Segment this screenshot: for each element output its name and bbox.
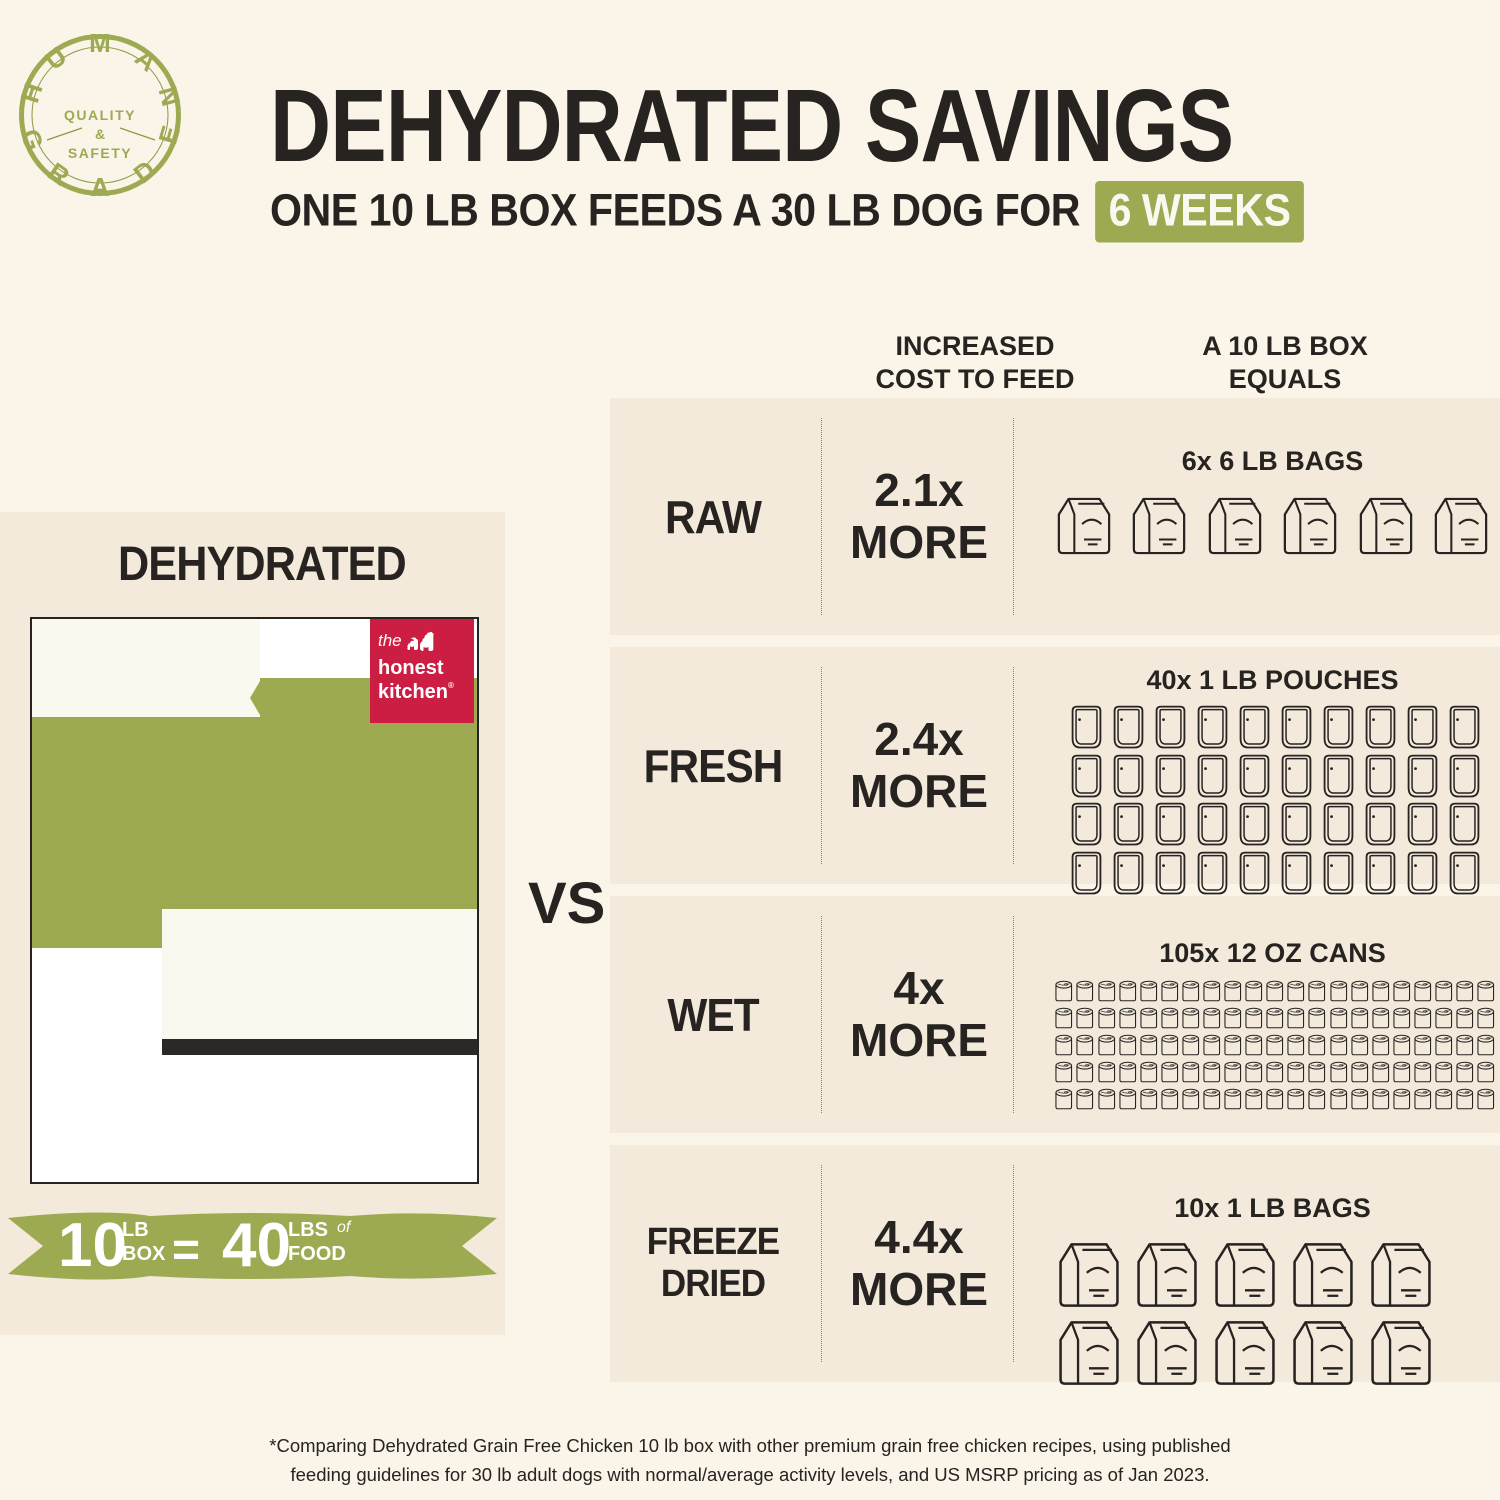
svg-text:LBS: LBS	[288, 1219, 328, 1241]
svg-text:40: 40	[222, 1211, 291, 1280]
svg-text:10: 10	[58, 1211, 127, 1280]
svg-text:E: E	[152, 122, 186, 147]
svg-text:QUALITY: QUALITY	[64, 107, 136, 123]
svg-text:A: A	[129, 42, 163, 77]
svg-text:of: of	[337, 1219, 352, 1236]
svg-text:H: H	[14, 79, 48, 106]
svg-text:LB: LB	[122, 1219, 149, 1241]
svg-text:&: &	[95, 126, 105, 142]
svg-text:FOOD: FOOD	[288, 1243, 346, 1265]
svg-text:BOX: BOX	[122, 1243, 166, 1265]
svg-text:N: N	[153, 83, 187, 109]
svg-text:G: G	[15, 125, 50, 154]
svg-text:A: A	[91, 172, 110, 202]
svg-text:M: M	[89, 28, 111, 58]
svg-text:SAFETY: SAFETY	[68, 145, 132, 161]
svg-text:=: =	[172, 1224, 200, 1277]
